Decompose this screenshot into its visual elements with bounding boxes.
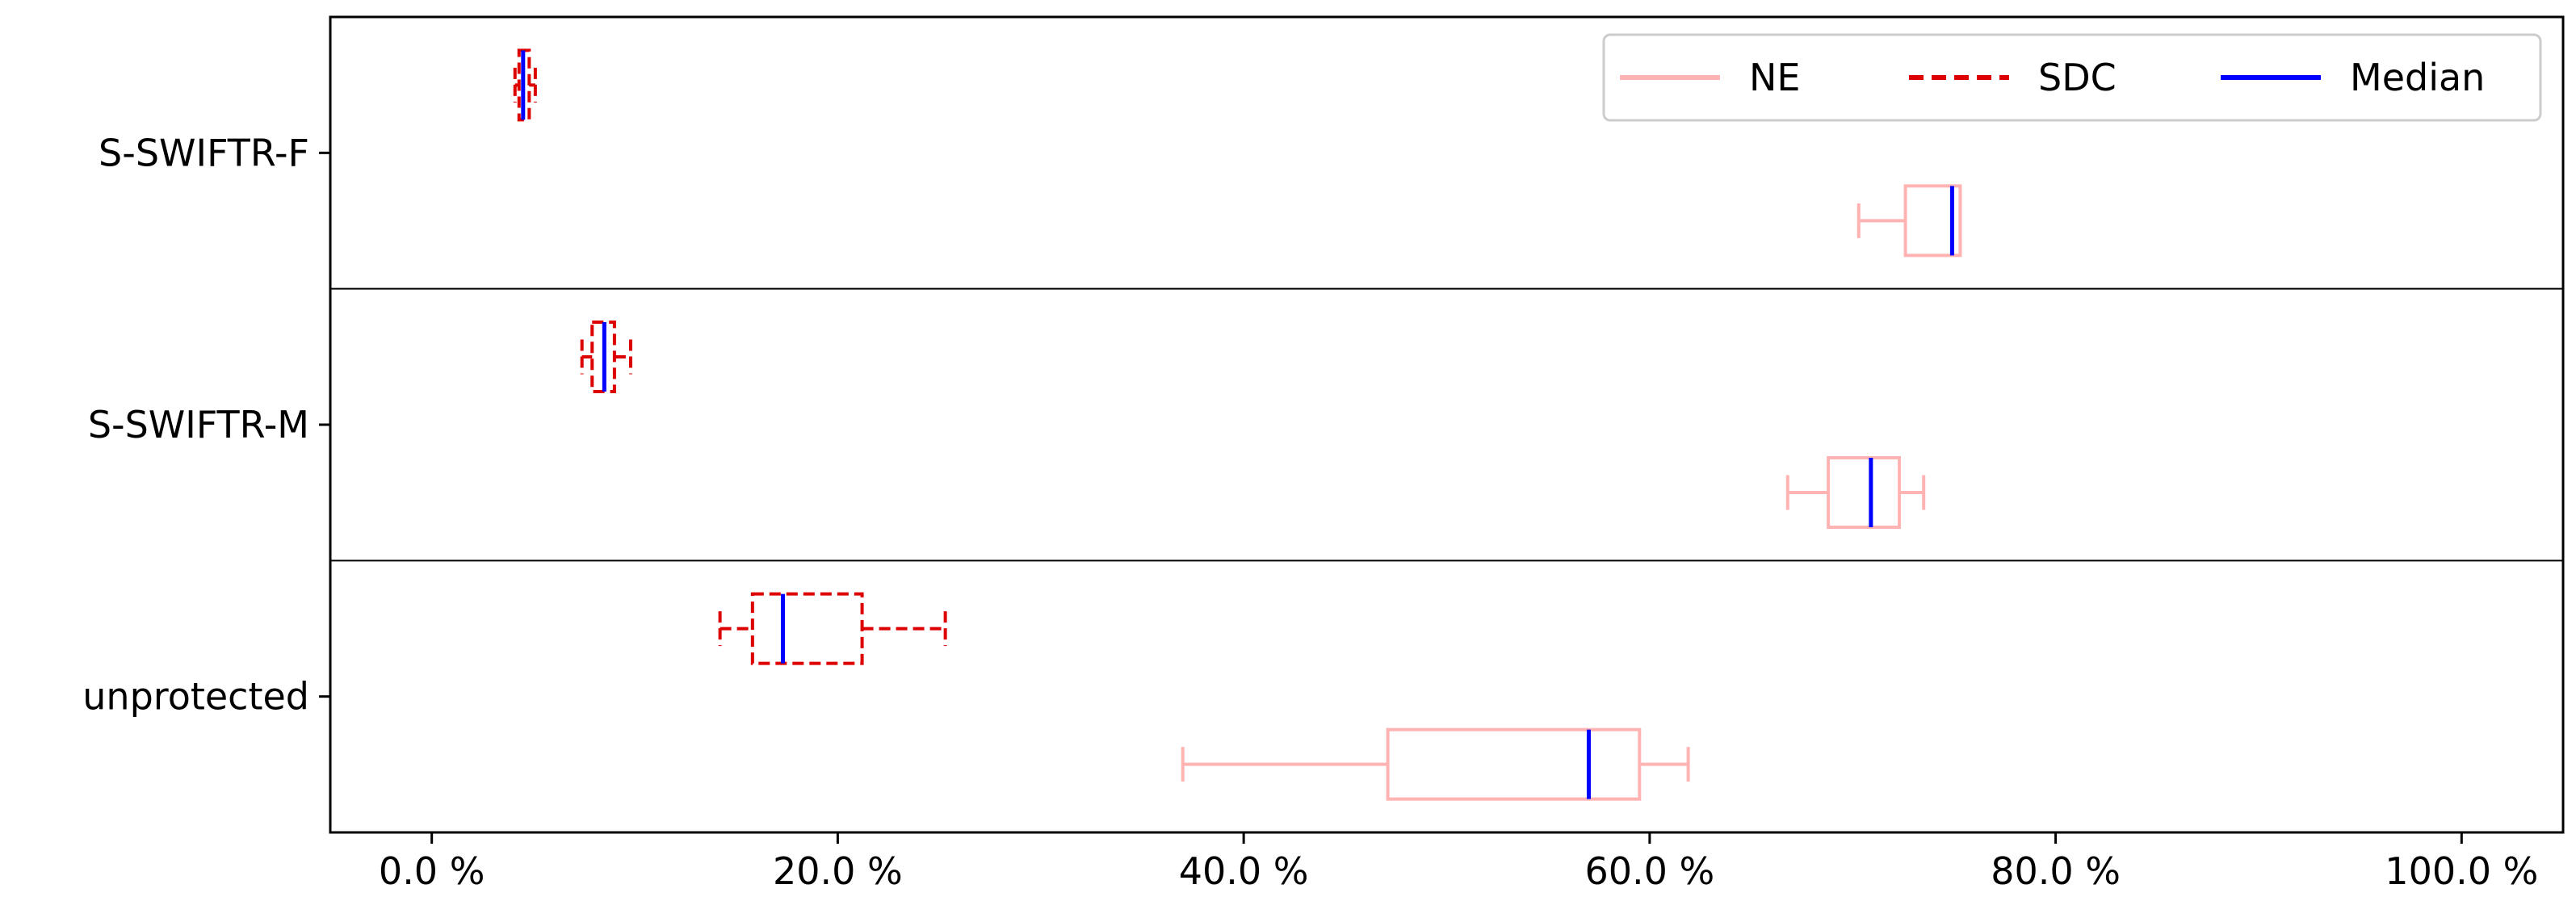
- sdc-unprotected-box: [718, 592, 947, 665]
- x-tick-label-0: 0.0 %: [379, 849, 485, 893]
- axes: 0.0 % 20.0 % 40.0 % 60.0 % 80.0 % 100.0 % S-SW…: [82, 15, 2565, 893]
- plot-frame: [329, 15, 2565, 834]
- ne-s-swiftr-f-box: [1856, 184, 1962, 258]
- box-layer: [513, 48, 1962, 801]
- x-tick-label-100: 100.0 %: [2385, 849, 2538, 893]
- y-tick-label-s-swiftr-f: S-SWIFTR-F: [99, 131, 309, 174]
- x-tick-label-20: 20.0 %: [773, 849, 903, 893]
- ne-s-swiftr-f-iqr-box: [1903, 184, 1962, 258]
- ne-unprotected-box: [1181, 727, 1690, 801]
- legend-frame: [1602, 33, 2542, 122]
- legend-label-median: Median: [2350, 56, 2485, 99]
- x-tick-label-80: 80.0 %: [1991, 849, 2121, 893]
- sdc-unprotected-iqr-box: [750, 592, 864, 665]
- ne-s-swiftr-m-box: [1785, 456, 1926, 529]
- ne-s-swiftr-m-iqr-box: [1827, 456, 1902, 529]
- ne-unprotected-iqr-box: [1386, 727, 1642, 801]
- x-tick-label-60: 60.0 %: [1584, 849, 1714, 893]
- legend-label-sdc: SDC: [2038, 56, 2117, 99]
- sdc-s-swiftr-m-box: [580, 321, 633, 393]
- legend-label-ne: NE: [1749, 56, 1800, 99]
- sdc-s-swiftr-f-box: [513, 48, 537, 122]
- y-tick-label-s-swiftr-m: S-SWIFTR-M: [88, 403, 309, 446]
- legend: NE SDC Median: [1602, 33, 2542, 122]
- category-bands: [330, 287, 2563, 562]
- y-tick-label-unprotected: unprotected: [82, 675, 309, 719]
- x-tick-label-40: 40.0 %: [1179, 849, 1309, 893]
